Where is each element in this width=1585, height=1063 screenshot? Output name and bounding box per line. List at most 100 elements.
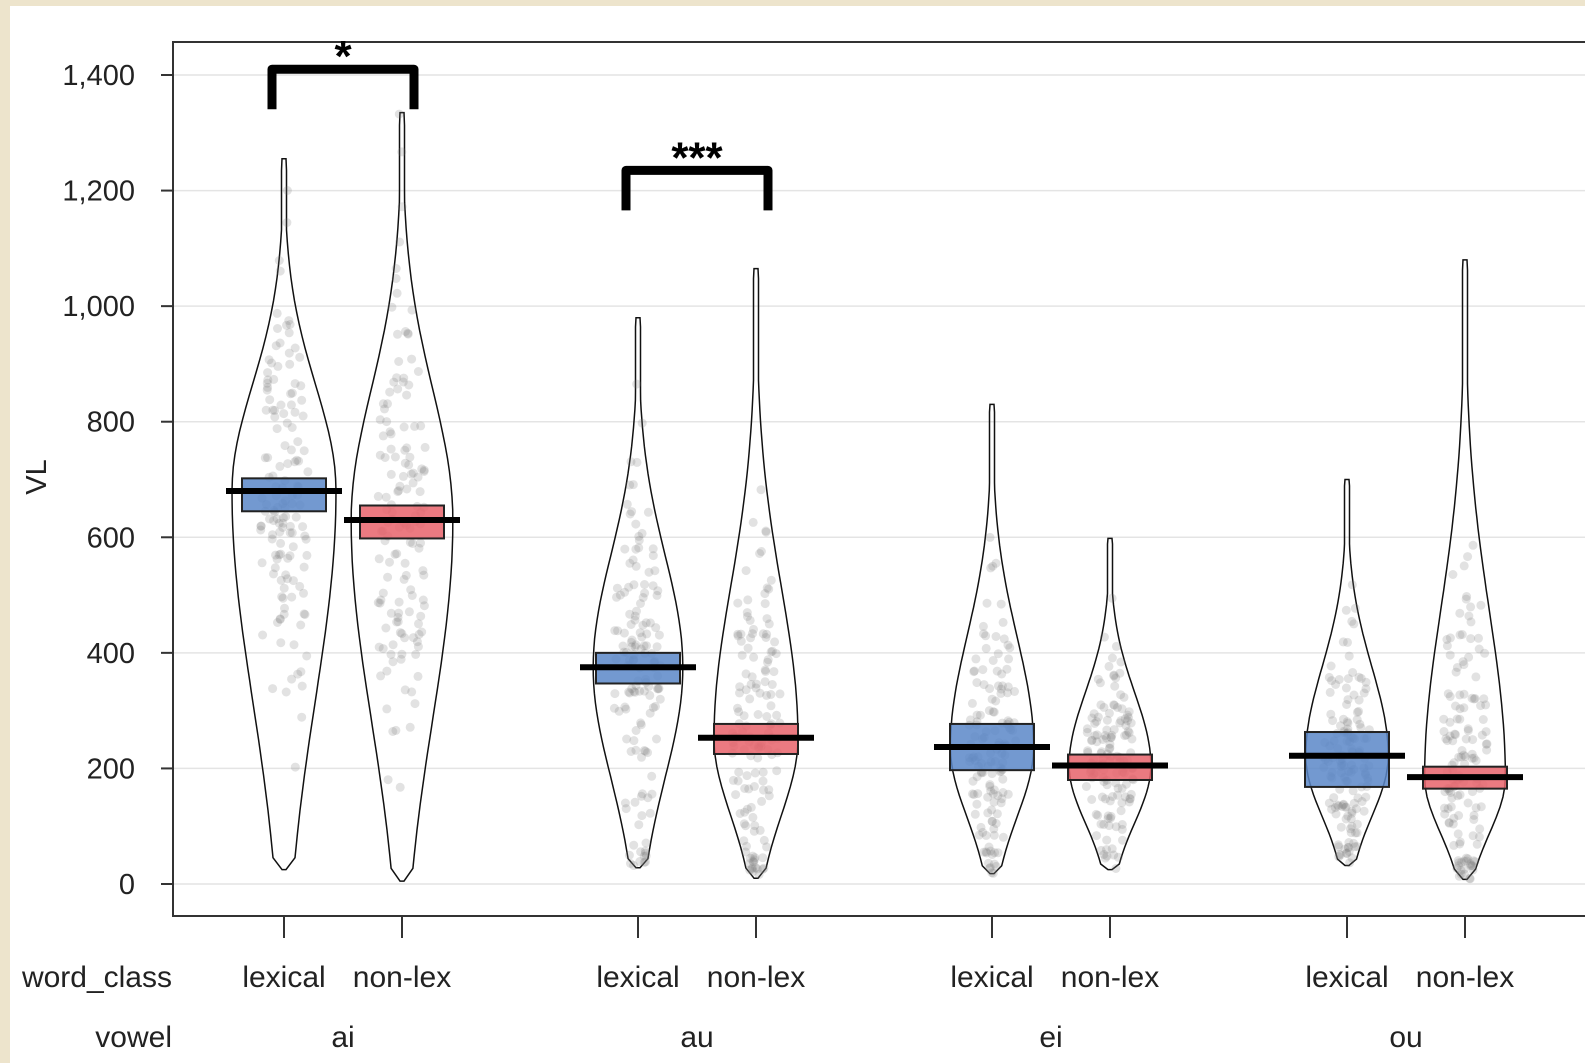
data-point xyxy=(979,629,989,639)
data-point xyxy=(1095,678,1105,688)
data-point xyxy=(408,539,418,548)
data-point xyxy=(620,798,630,808)
data-point xyxy=(1455,790,1465,800)
data-point xyxy=(1334,849,1344,859)
data-point xyxy=(743,643,753,653)
data-point xyxy=(1359,688,1369,698)
y-tick-label: 1,200 xyxy=(62,176,135,208)
data-point xyxy=(276,549,286,559)
data-point xyxy=(1459,856,1469,866)
data-point xyxy=(1356,673,1366,683)
data-point xyxy=(1096,819,1106,829)
data-point xyxy=(287,528,297,538)
data-point xyxy=(284,328,294,338)
data-point xyxy=(620,702,630,712)
data-point xyxy=(1454,858,1464,868)
data-point xyxy=(615,590,625,600)
data-point xyxy=(654,683,664,693)
data-point xyxy=(1087,736,1097,746)
violin-outline xyxy=(713,267,799,879)
data-point xyxy=(758,864,768,874)
data-point xyxy=(1342,700,1352,709)
data-point xyxy=(978,827,988,837)
data-point xyxy=(746,802,756,812)
data-point xyxy=(637,528,647,538)
data-point xyxy=(997,669,1007,679)
data-point xyxy=(629,687,639,696)
data-point xyxy=(1463,552,1473,562)
data-point xyxy=(1479,694,1489,704)
data-point xyxy=(295,352,305,362)
y-tick-label: 600 xyxy=(87,522,135,554)
significance-bracket xyxy=(267,64,419,110)
data-point xyxy=(1339,799,1349,809)
data-point xyxy=(1115,718,1125,728)
data-point xyxy=(395,237,405,247)
data-point xyxy=(627,635,637,645)
data-point xyxy=(285,521,295,531)
data-point xyxy=(1339,714,1348,724)
data-point xyxy=(988,868,998,878)
data-point xyxy=(631,640,641,650)
data-point xyxy=(1481,739,1491,749)
data-point xyxy=(413,671,423,681)
data-point xyxy=(1346,828,1356,838)
data-point xyxy=(744,784,754,794)
data-point xyxy=(256,525,266,535)
violin-outline xyxy=(231,158,337,871)
data-point xyxy=(1449,758,1459,768)
violin-outline xyxy=(949,403,1035,875)
data-point xyxy=(630,642,640,652)
data-point xyxy=(1113,783,1123,793)
data-point xyxy=(645,618,655,628)
data-point xyxy=(1455,839,1465,849)
data-point xyxy=(996,684,1006,694)
data-point xyxy=(1457,857,1467,867)
data-point xyxy=(402,443,412,453)
data-point xyxy=(1447,793,1457,803)
data-point xyxy=(747,672,757,682)
data-point xyxy=(735,682,745,692)
data-point xyxy=(376,671,386,681)
data-point xyxy=(273,618,282,627)
data-point xyxy=(630,611,640,621)
data-point xyxy=(1343,695,1353,705)
data-point xyxy=(1116,806,1126,816)
data-point xyxy=(1338,637,1348,647)
data-point xyxy=(1105,796,1115,806)
data-point xyxy=(634,531,644,541)
data-point xyxy=(770,637,780,647)
data-point xyxy=(989,824,999,834)
data-point xyxy=(256,521,266,531)
data-point xyxy=(1466,861,1476,871)
data-point xyxy=(1100,731,1110,740)
data-point xyxy=(386,429,396,439)
data-point xyxy=(296,667,306,677)
data-point xyxy=(378,588,388,598)
vowel-label: ou xyxy=(1389,1021,1422,1054)
data-point xyxy=(1334,842,1344,852)
data-point xyxy=(275,527,285,537)
data-point xyxy=(652,734,661,744)
data-point xyxy=(987,694,997,704)
data-point xyxy=(610,689,620,699)
data-point xyxy=(612,583,622,593)
data-point xyxy=(990,848,1000,858)
data-point xyxy=(1463,724,1473,734)
data-point xyxy=(1442,635,1452,644)
violin-outline xyxy=(592,316,684,869)
data-point xyxy=(275,614,285,624)
data-point xyxy=(297,681,307,691)
data-point xyxy=(269,374,279,384)
data-point xyxy=(641,851,651,861)
data-point xyxy=(1125,794,1135,804)
data-point xyxy=(1459,869,1469,879)
data-point xyxy=(286,445,296,455)
data-point xyxy=(755,688,765,698)
data-point xyxy=(405,537,415,547)
data-point xyxy=(386,469,396,479)
data-point xyxy=(748,851,758,861)
data-point xyxy=(998,774,1008,784)
data-point xyxy=(1097,792,1107,802)
data-point xyxy=(285,528,295,538)
